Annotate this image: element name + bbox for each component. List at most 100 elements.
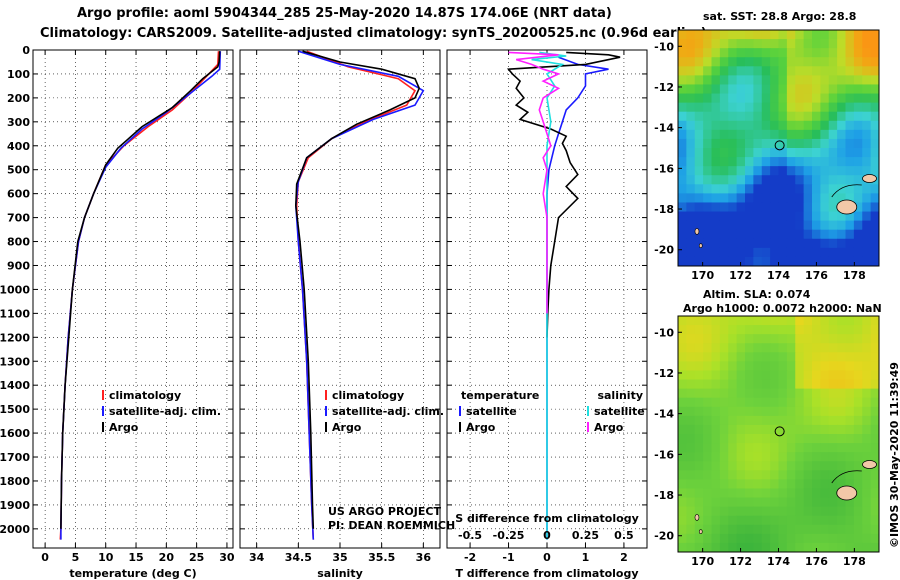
map-cell <box>853 247 863 258</box>
map-cell <box>828 84 838 95</box>
map-cell <box>678 461 687 471</box>
map-cell <box>853 57 863 67</box>
map-cell <box>686 343 696 353</box>
map-cell <box>812 166 821 176</box>
map-cell <box>728 443 738 453</box>
map-cell <box>812 175 821 185</box>
map-cell <box>812 157 821 167</box>
map-cell <box>736 352 746 362</box>
map-cell <box>778 370 788 381</box>
map-cell <box>853 193 863 203</box>
map-cell <box>711 470 721 480</box>
map-cell <box>845 238 855 249</box>
map-cell <box>786 229 796 240</box>
map-cell <box>736 406 746 417</box>
map-cell <box>728 542 738 553</box>
legend-label: satellite <box>466 405 517 418</box>
map-cell <box>694 352 704 362</box>
map-cell <box>770 443 779 453</box>
map-cell <box>845 57 855 67</box>
map-cell <box>761 406 771 417</box>
map-cell <box>828 30 838 40</box>
map-cell <box>862 352 872 362</box>
map-cell <box>853 443 863 453</box>
map-cell <box>703 443 712 453</box>
map-cell <box>703 434 712 444</box>
map-cell <box>862 397 872 408</box>
map-cell <box>820 57 830 67</box>
map-cell <box>736 66 746 76</box>
map-cell <box>870 406 880 417</box>
map-cell <box>862 334 872 344</box>
map-cell <box>828 379 838 390</box>
map-cell <box>803 379 813 390</box>
map-cell <box>694 379 704 390</box>
map-cell <box>703 479 712 489</box>
map-cell <box>828 247 838 258</box>
map-cell <box>853 229 863 240</box>
map-cell <box>678 247 687 258</box>
map-cell <box>820 193 830 203</box>
map-cell <box>694 66 704 76</box>
map-cell <box>678 533 687 544</box>
map-cell <box>820 211 830 222</box>
map-cell <box>753 93 763 104</box>
map-cell <box>820 102 830 113</box>
map-cell <box>862 406 872 417</box>
map-cell <box>786 506 796 517</box>
map-cell <box>694 211 704 222</box>
map-cell <box>845 370 855 381</box>
map-cell <box>694 111 704 122</box>
map-cell <box>778 157 788 167</box>
map-y-tick-label: -10 <box>654 326 674 339</box>
map-cell <box>837 256 846 267</box>
map-cell <box>745 361 754 371</box>
map-cell <box>753 102 763 113</box>
map-cell <box>686 524 696 535</box>
x-tick-label: 10 <box>98 551 114 564</box>
map-cell <box>745 238 754 249</box>
map-cell <box>837 220 846 231</box>
map-cell <box>862 443 872 453</box>
map-cell <box>837 415 846 426</box>
map-cell <box>745 515 754 526</box>
map-cell <box>803 238 813 249</box>
map-cell <box>870 542 880 553</box>
map-cell <box>678 129 687 140</box>
map-cell <box>728 184 738 194</box>
map-y-tick-label: -12 <box>654 367 674 380</box>
map-cell <box>786 30 796 40</box>
map-cell <box>703 334 712 344</box>
map-cell <box>678 452 687 462</box>
map-cell <box>820 524 830 535</box>
map-cell <box>820 343 830 353</box>
map-cell <box>845 30 855 40</box>
map-cell <box>711 93 721 104</box>
map-cell <box>870 93 880 104</box>
map-cell <box>761 388 771 399</box>
map-cell <box>753 361 763 371</box>
map-cell <box>870 30 880 40</box>
map-cell <box>853 397 863 408</box>
map-cell <box>862 361 872 371</box>
map-cell <box>678 506 687 517</box>
map-cell <box>853 66 863 76</box>
map-cell <box>694 515 704 526</box>
map-cell <box>745 488 754 499</box>
map-cell <box>837 157 846 167</box>
map-cell <box>803 470 813 480</box>
map-cell <box>812 434 821 444</box>
map-cell <box>703 256 712 267</box>
map-cell <box>803 479 813 489</box>
map-cell <box>753 397 763 408</box>
map-cell <box>803 424 813 435</box>
map-cell <box>753 57 763 67</box>
x-tick-label: 35.5 <box>368 551 395 564</box>
map-cell <box>837 316 846 326</box>
map-cell <box>837 461 846 471</box>
map-cell <box>703 524 712 535</box>
map-cell <box>820 75 830 85</box>
map-cell <box>745 533 754 544</box>
map-cell <box>711 129 721 140</box>
map-cell <box>820 461 830 471</box>
